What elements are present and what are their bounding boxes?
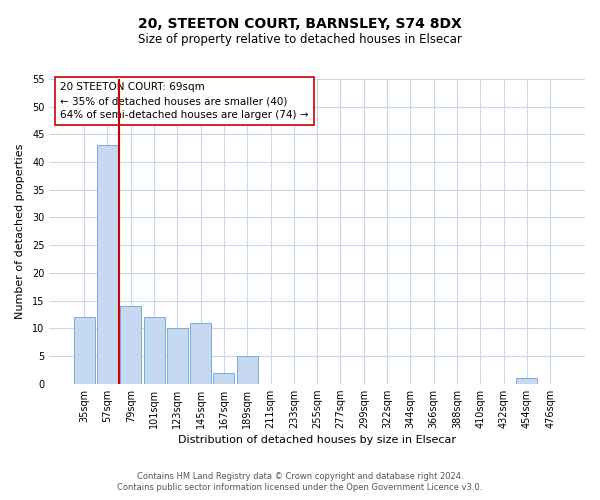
Bar (237, 356, 258, 384)
Text: Size of property relative to detached houses in Elsecar: Size of property relative to detached ho… (138, 32, 462, 46)
Bar (120, 306, 141, 384)
Text: Contains HM Land Registry data © Crown copyright and database right 2024.: Contains HM Land Registry data © Crown c… (137, 472, 463, 481)
Bar (167, 328, 188, 384)
Y-axis label: Number of detached properties: Number of detached properties (15, 144, 25, 319)
Text: Contains public sector information licensed under the Open Government Licence v3: Contains public sector information licen… (118, 484, 482, 492)
Bar (214, 372, 235, 384)
Bar (143, 317, 164, 384)
Text: 20, STEETON COURT, BARNSLEY, S74 8DX: 20, STEETON COURT, BARNSLEY, S74 8DX (138, 18, 462, 32)
Bar (190, 323, 211, 384)
Bar (517, 378, 538, 384)
Bar (74, 317, 95, 384)
X-axis label: Distribution of detached houses by size in Elsecar: Distribution of detached houses by size … (178, 435, 456, 445)
Text: 20 STEETON COURT: 69sqm
← 35% of detached houses are smaller (40)
64% of semi-de: 20 STEETON COURT: 69sqm ← 35% of detache… (60, 82, 308, 120)
Bar (97, 146, 118, 384)
